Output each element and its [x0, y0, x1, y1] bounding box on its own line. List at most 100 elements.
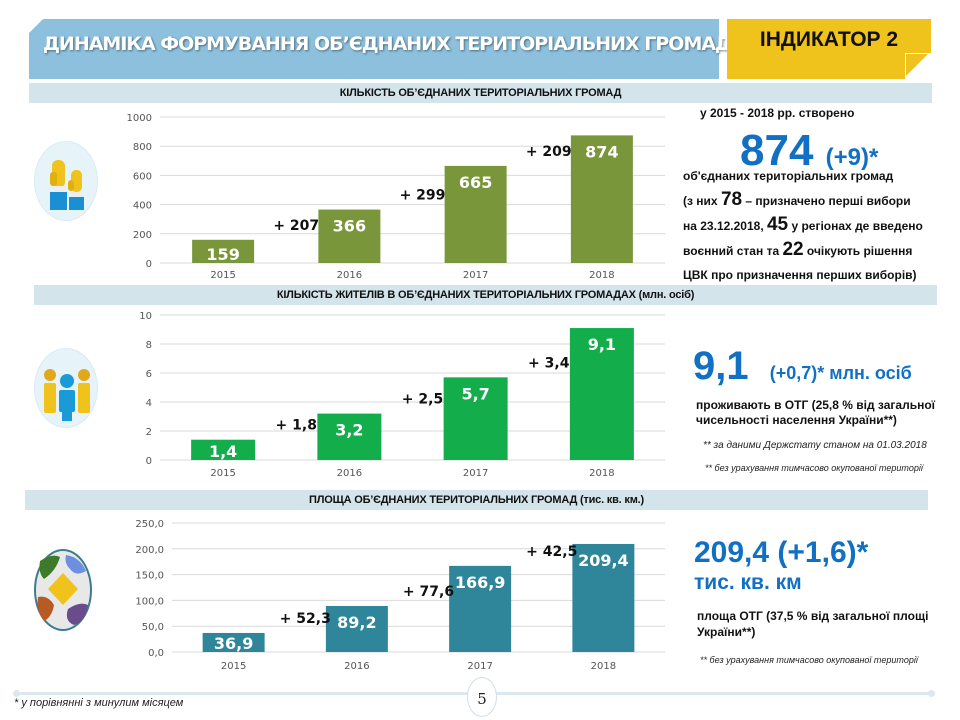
section-heading-residents: КІЛЬКІСТЬ ЖИТЕЛІВ В ОБ’ЄДНАНИХ ТЕРИТОРІА…: [34, 285, 937, 305]
footnote: * у порівнянні з минулим місяцем: [14, 697, 184, 709]
bar-value-label: 5,7: [461, 384, 489, 403]
x-tick-label: 2016: [337, 468, 362, 479]
y-tick-label: 0,0: [148, 648, 164, 659]
raised-hands-icon: [34, 141, 98, 221]
summary-line4: воєнний стан та 22 очікують рішення: [683, 239, 913, 260]
area-note1: ** без урахування тимчасово окупованої т…: [700, 655, 918, 665]
y-tick-label: 0: [146, 456, 152, 467]
summary-residents-value: 9,1: [693, 344, 749, 388]
delta-annotation: + 209: [526, 144, 572, 160]
bar-value-label: 3,2: [335, 421, 363, 440]
summary-details: об'єднаних територіальних громад (з них …: [683, 164, 923, 287]
footer-dot-left: [13, 690, 20, 697]
chart-communities: 0 200 400 600 800 1000 159 2015 366 2016 + 207 665 2…: [127, 113, 665, 281]
y-tick-label: 800: [133, 142, 152, 153]
bar-2018: [570, 135, 633, 263]
bar-value-label: 159: [206, 245, 239, 264]
summary-residents: 9,1 (+0,7)* млн. осіб: [693, 344, 912, 395]
bar-value-label: 9,1: [588, 335, 616, 354]
area-line2: України**): [697, 625, 756, 639]
residents-line1: проживають в ОТГ (25,8 % від загальної: [696, 398, 936, 412]
bar-2018: [572, 543, 635, 652]
delta-annotation: + 299: [400, 188, 446, 204]
delta-annotation: + 77,6: [403, 584, 454, 600]
bar-value-label: 874: [585, 142, 618, 161]
bar-value-label: 366: [333, 217, 366, 236]
y-tick-label: 10: [139, 311, 152, 322]
bar-value-label: 89,2: [337, 613, 376, 632]
section-heading-area: ПЛОЩА ОБ’ЄДНАНИХ ТЕРИТОРІАЛЬНИХ ГРОМАД (…: [25, 490, 928, 510]
summary-line2: (з них 78 – призначено перші вибори: [683, 189, 911, 210]
summary-area-value: 209,4 (+1,6)*: [694, 536, 869, 569]
x-tick-label: 2018: [591, 661, 616, 672]
bar-2017: [443, 377, 508, 460]
delta-annotation: + 42,5: [526, 544, 577, 560]
y-tick-label: 50,0: [142, 622, 164, 633]
y-tick-label: 400: [133, 201, 152, 212]
summary-line5: ЦВК про призначення перших виборів): [683, 268, 917, 282]
summary-area-unit: тис. кв. км: [694, 571, 802, 594]
banner-corner-fold: [29, 19, 43, 33]
y-tick-label: 100,0: [135, 596, 164, 607]
y-tick-label: 150,0: [135, 571, 164, 582]
x-tick-label: 2017: [467, 661, 492, 672]
summary-residents-suffix: (+0,7)* млн. осіб: [769, 363, 912, 383]
delta-annotation: + 2,5: [402, 392, 443, 408]
bar-2016: [318, 209, 381, 263]
page-number: 5: [467, 677, 497, 717]
bar-value-label: 166,9: [455, 573, 506, 592]
bar-value-label: 209,4: [578, 551, 629, 570]
bar-2018: [569, 328, 634, 460]
people-group-icon: [34, 348, 98, 428]
summary-area-text: площа ОТГ (37,5 % від загальної площі Ук…: [697, 608, 928, 640]
y-tick-label: 200: [133, 230, 152, 241]
bar-2015: [192, 239, 255, 263]
indicator-badge: ІНДИКАТОР 2: [727, 19, 931, 79]
delta-annotation: + 3,4: [528, 355, 570, 371]
y-tick-label: 6: [146, 369, 152, 380]
summary-total-communities: 874 (+9)*: [740, 128, 878, 181]
y-tick-label: 250,0: [135, 519, 164, 530]
x-tick-label: 2017: [463, 468, 488, 479]
footer-dot-right: [928, 690, 935, 697]
puzzle-map-icon: [34, 549, 92, 631]
bar-value-label: 665: [459, 173, 492, 192]
x-tick-label: 2015: [210, 468, 235, 479]
x-tick-label: 2017: [463, 270, 488, 281]
y-tick-label: 8: [146, 340, 152, 351]
x-tick-label: 2018: [589, 468, 614, 479]
bar-value-label: 36,9: [214, 634, 253, 653]
title-banner: ДИНАМІКА ФОРМУВАННЯ ОБ’ЄДНАНИХ ТЕРИТОРІА…: [29, 19, 732, 79]
chart-residents: 0 2 4 6 8 10 1,4 2015 3,2 2016 + 1,8 5,7 2017 + 2,5 9,…: [139, 311, 665, 479]
y-tick-label: 4: [146, 398, 152, 409]
residents-line2: чисельності населення України**): [696, 413, 897, 427]
bar-2017: [449, 565, 512, 652]
residents-note2: ** без урахування тимчасово окупованої т…: [705, 463, 923, 473]
summary-big-value: 874: [740, 126, 814, 175]
bar-2015: [191, 439, 256, 460]
chart-area: 0,0 50,0 100,0 150,0 200,0 250,0 36,9 2015 89,2 2…: [135, 519, 665, 672]
x-tick-label: 2015: [221, 661, 246, 672]
x-tick-label: 2016: [337, 270, 362, 281]
y-tick-label: 600: [133, 171, 152, 182]
bar-2015: [202, 632, 265, 652]
residents-note1: ** за даними Держстату станом на 01.03.2…: [703, 440, 927, 451]
summary-residents-text: проживають в ОТГ (25,8 % від загальної ч…: [696, 398, 935, 428]
bar-2017: [444, 165, 507, 263]
indicator-label: ІНДИКАТОР 2: [759, 28, 899, 51]
area-line1: площа ОТГ (37,5 % від загальної площі: [697, 609, 929, 623]
y-tick-label: 0: [146, 259, 152, 270]
bar-2016: [325, 605, 388, 652]
section-heading-communities: КІЛЬКІСТЬ ОБ’ЄДНАНИХ ТЕРИТОРІАЛЬНИХ ГРОМ…: [29, 83, 932, 103]
y-tick-label: 2: [146, 427, 152, 438]
bar-value-label: 1,4: [209, 442, 237, 461]
x-tick-label: 2018: [589, 270, 614, 281]
x-tick-label: 2016: [344, 661, 369, 672]
y-tick-label: 1000: [127, 113, 152, 124]
summary-big-delta: (+9)*: [825, 144, 879, 171]
summary-intro: у 2015 - 2018 рр. створено: [700, 106, 855, 120]
delta-annotation: + 52,3: [280, 611, 331, 627]
delta-annotation: + 207: [273, 218, 319, 234]
x-tick-label: 2015: [210, 270, 235, 281]
page-title: ДИНАМІКА ФОРМУВАННЯ ОБ’ЄДНАНИХ ТЕРИТОРІА…: [43, 33, 732, 55]
